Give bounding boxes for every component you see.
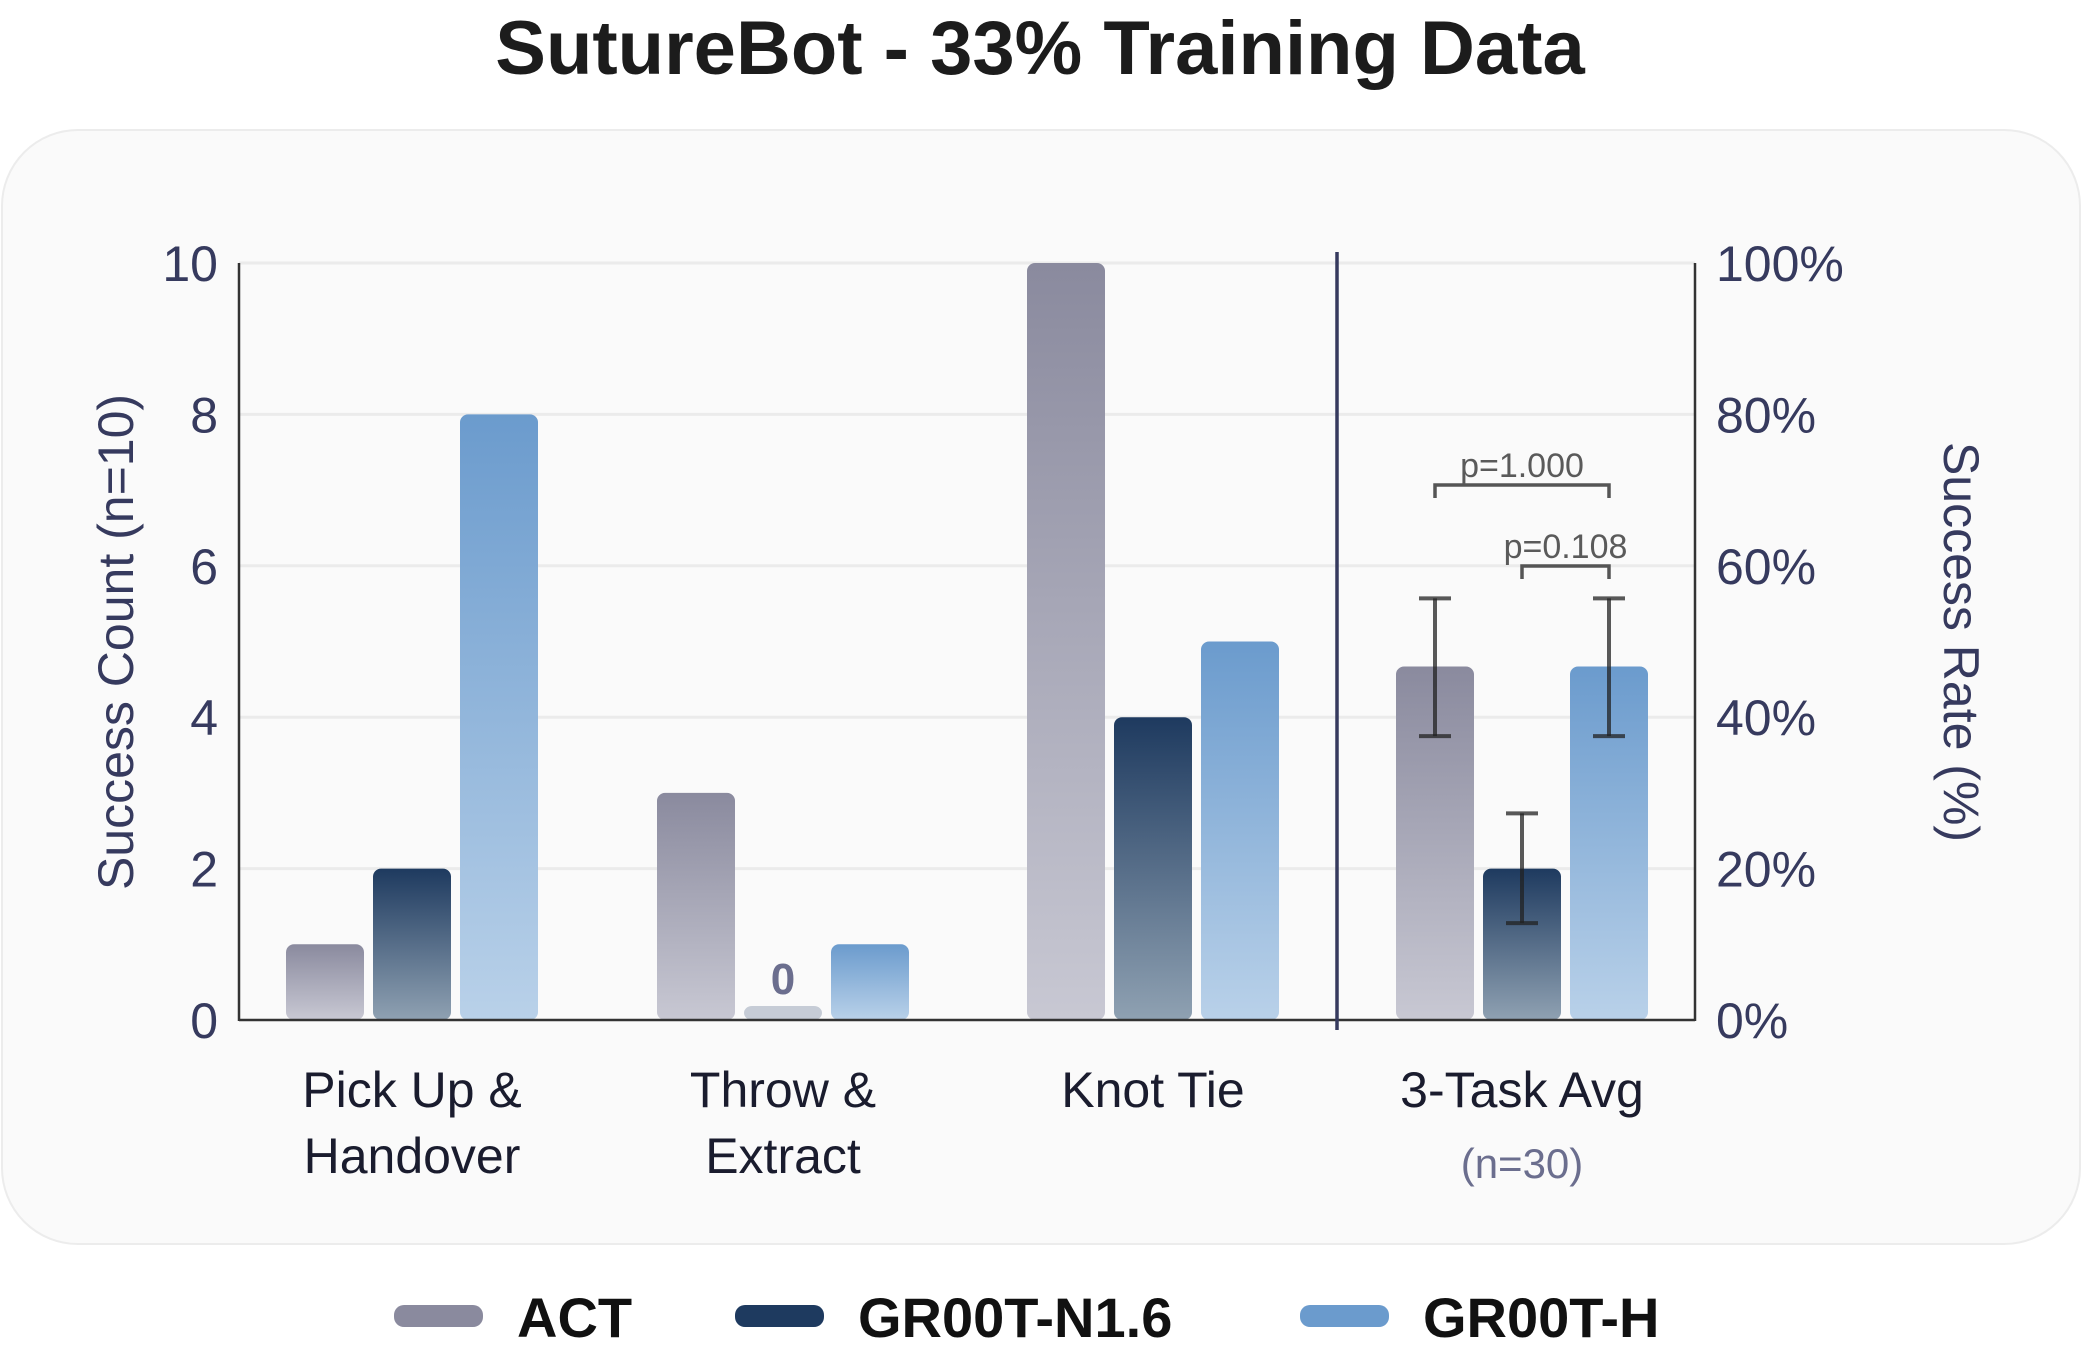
zero-value-label: 0 bbox=[771, 955, 795, 1004]
y-tick-right: 20% bbox=[1716, 842, 1816, 898]
legend: ACT GR00T-N1.6 GR00T-H bbox=[394, 1286, 1660, 1349]
x-tick-label: 3-Task Avg bbox=[1400, 1062, 1644, 1118]
y-tick-right: 80% bbox=[1716, 387, 1816, 443]
bars bbox=[286, 263, 1648, 1020]
y-tick-left: 6 bbox=[190, 539, 218, 595]
annotations: 0 p=1.000 p=0.108 bbox=[771, 447, 1628, 1004]
legend-swatch bbox=[735, 1305, 824, 1327]
y-tick-right: 100% bbox=[1716, 236, 1844, 292]
y-axis-left-label: Success Count (n=10) bbox=[88, 394, 144, 890]
legend-item: GR00T-N1.6 bbox=[735, 1286, 1172, 1349]
y-axis-right-ticks: 0% 20% 40% 60% 80% 100% bbox=[1716, 236, 1844, 1049]
p-value-label: p=1.000 bbox=[1460, 447, 1584, 485]
y-tick-left: 0 bbox=[190, 993, 218, 1049]
bar-gr00t-n1-6 bbox=[1483, 868, 1561, 1020]
legend-swatch bbox=[1300, 1305, 1389, 1327]
bar-gr00t-h bbox=[1570, 666, 1648, 1020]
bar-act bbox=[286, 944, 364, 1020]
legend-swatch bbox=[394, 1305, 483, 1327]
significance-bracket bbox=[1433, 483, 1611, 498]
bar-gr00t-n1-6 bbox=[744, 1006, 822, 1020]
y-tick-right: 60% bbox=[1716, 539, 1816, 595]
legend-label: GR00T-N1.6 bbox=[858, 1286, 1172, 1349]
y-tick-right: 40% bbox=[1716, 690, 1816, 746]
y-tick-left: 2 bbox=[190, 842, 218, 898]
x-tick-label: Knot Tie bbox=[1061, 1062, 1244, 1118]
legend-label: ACT bbox=[517, 1286, 632, 1349]
x-axis-labels: Pick Up & Handover Throw & Extract Knot Tie 3… bbox=[302, 1062, 1644, 1187]
y-tick-right: 0% bbox=[1716, 993, 1788, 1049]
bar-act bbox=[1396, 666, 1474, 1020]
x-tick-label: Pick Up & bbox=[302, 1062, 522, 1118]
y-tick-left: 10 bbox=[162, 236, 218, 292]
y-axis-left-ticks: 0 2 4 6 8 10 bbox=[162, 236, 218, 1049]
y-axis-right-label: Success Rate (%) bbox=[1933, 442, 1989, 842]
legend-label: GR00T-H bbox=[1423, 1286, 1660, 1349]
x-tick-label: Throw & bbox=[690, 1062, 876, 1118]
y-tick-left: 8 bbox=[190, 387, 218, 443]
legend-item: ACT bbox=[394, 1286, 632, 1349]
p-value-label: p=0.108 bbox=[1504, 528, 1628, 566]
bar-gr00t-h bbox=[831, 944, 909, 1020]
significance-bracket bbox=[1520, 564, 1611, 579]
chart-title: SutureBot - 33% Training Data bbox=[495, 6, 1585, 91]
bar-act bbox=[1027, 263, 1105, 1020]
bar-gr00t-n1-6 bbox=[1114, 717, 1192, 1020]
legend-item: GR00T-H bbox=[1300, 1286, 1660, 1349]
bar-gr00t-n1-6 bbox=[373, 868, 451, 1020]
bar-act bbox=[657, 792, 735, 1020]
x-tick-label: Handover bbox=[304, 1128, 521, 1184]
bar-gr00t-h bbox=[460, 414, 538, 1020]
x-tick-sublabel: (n=30) bbox=[1461, 1140, 1584, 1187]
error-bars bbox=[1419, 596, 1625, 926]
x-tick-label: Extract bbox=[705, 1128, 861, 1184]
y-tick-left: 4 bbox=[190, 690, 218, 746]
bar-gr00t-h bbox=[1201, 641, 1279, 1020]
